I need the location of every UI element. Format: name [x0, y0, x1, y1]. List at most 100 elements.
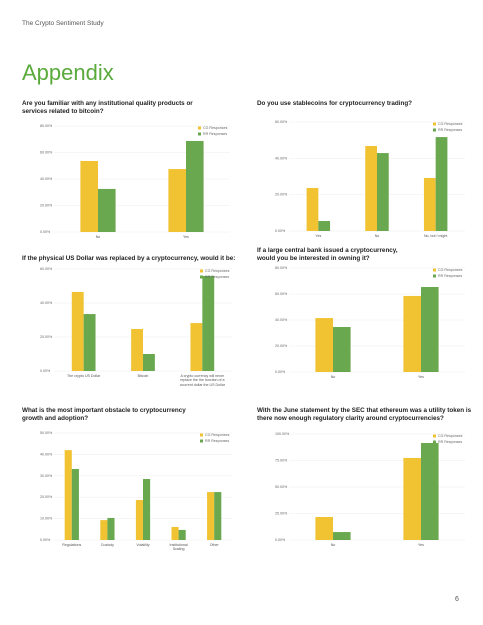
x-tick-label: No — [374, 234, 380, 238]
bar — [190, 323, 203, 371]
y-tick-label: 50.00% — [275, 485, 288, 489]
bar — [403, 457, 421, 540]
legend-swatch — [200, 439, 203, 443]
x-tick-label: Bitcoin — [137, 374, 149, 378]
legend-label: RR Responses — [438, 440, 462, 444]
x-tick-label: A crypto currency will never replace the… — [179, 374, 225, 387]
y-tick-label: 60.00% — [40, 267, 53, 271]
y-tick-label: 10.00% — [40, 517, 53, 521]
bar — [80, 160, 98, 232]
y-tick-label: 20.00% — [40, 495, 53, 499]
chart-title: If a large central bank issued a cryptoc… — [257, 247, 398, 262]
page-title: Appendix — [22, 60, 114, 85]
legend-swatch — [433, 268, 436, 272]
y-tick-label: 0.00% — [275, 538, 286, 542]
bar — [98, 188, 116, 232]
y-tick-label: 20.00% — [40, 203, 53, 207]
legend-label: CG Responses — [438, 122, 463, 126]
y-tick-label: 20.00% — [275, 344, 288, 348]
x-tick-label: Institutional Scaling — [169, 543, 188, 552]
x-tick-label: Volatility — [136, 543, 150, 547]
legend-label: CG Responses — [203, 126, 228, 130]
bar — [306, 187, 319, 231]
legend-label: RR Responses — [438, 274, 462, 278]
legend-label: RR Responses — [203, 132, 227, 136]
bar — [143, 479, 151, 540]
header: The Crypto Sentiment Study — [22, 20, 104, 27]
legend-label: RR Responses — [438, 128, 462, 132]
y-tick-label: 0.00% — [40, 369, 51, 373]
bar — [202, 275, 215, 371]
bar — [214, 492, 222, 540]
legend-label: RR Responses — [205, 275, 229, 279]
legend-swatch — [433, 434, 436, 438]
y-tick-label: 80.00% — [275, 266, 288, 270]
x-tick-label: No — [330, 375, 336, 379]
chart-title: Do you use stablecoins for cryptocurrenc… — [257, 100, 413, 107]
legend-label: CG Responses — [205, 269, 230, 273]
y-tick-label: 60.00% — [40, 150, 53, 154]
y-tick-label: 20.00% — [275, 193, 288, 197]
x-tick-label: No, but I might — [423, 234, 448, 238]
bar — [71, 291, 84, 371]
chart-title: If the physical US Dollar was replaced b… — [22, 255, 236, 262]
legend-swatch — [433, 128, 436, 132]
x-tick-label: Regulations — [62, 543, 82, 547]
y-tick-label: 0.00% — [40, 538, 51, 542]
legend-swatch — [198, 132, 201, 136]
bar — [171, 526, 179, 540]
x-tick-label: Other — [209, 543, 219, 547]
bar — [207, 492, 215, 540]
bar — [315, 516, 333, 540]
y-tick-label: 80.00% — [40, 124, 53, 128]
bar — [143, 354, 155, 371]
y-tick-label: 40.00% — [275, 318, 288, 322]
y-tick-label: 0.00% — [275, 370, 286, 374]
bar — [64, 450, 72, 540]
bar — [100, 520, 108, 540]
bar — [421, 443, 439, 540]
page-number: 6 — [455, 596, 459, 603]
bar — [71, 468, 79, 540]
x-tick-label: Custody — [100, 543, 114, 547]
y-tick-label: 100.00% — [275, 432, 290, 436]
x-tick-label: Yes — [418, 543, 424, 547]
y-tick-label: 60.00% — [275, 292, 288, 296]
bar — [365, 145, 377, 231]
x-tick-label: The crypto US Dollar — [66, 374, 101, 378]
legend-swatch — [198, 126, 201, 130]
legend-swatch — [200, 269, 203, 273]
y-tick-label: 0.00% — [275, 229, 286, 233]
bar — [403, 295, 421, 372]
x-tick-label: No — [330, 543, 336, 547]
chart-title: Are you familiar with any institutional … — [22, 100, 193, 115]
x-tick-label: Yes — [183, 235, 189, 239]
bar — [377, 153, 389, 231]
legend-swatch — [433, 440, 436, 444]
bar — [435, 137, 448, 231]
y-tick-label: 40.00% — [40, 301, 53, 305]
bar — [135, 499, 143, 540]
bar — [421, 286, 439, 372]
chart-title: With the June statement by the SEC that … — [257, 407, 472, 422]
y-tick-label: 40.00% — [40, 452, 53, 456]
legend-swatch — [433, 122, 436, 126]
legend-swatch — [200, 433, 203, 437]
bar — [107, 517, 115, 540]
bar — [333, 532, 351, 540]
y-tick-label: 0.00% — [40, 230, 51, 234]
y-tick-label: 30.00% — [40, 474, 53, 478]
bar — [168, 169, 186, 232]
x-tick-label: No — [95, 235, 101, 239]
x-tick-label: Yes — [418, 375, 424, 379]
bar — [423, 177, 436, 231]
bar — [83, 314, 96, 371]
legend-label: CG Responses — [438, 268, 463, 272]
bar — [315, 318, 333, 372]
y-tick-label: 60.00% — [275, 120, 288, 124]
x-tick-label: Yes — [315, 234, 322, 238]
y-tick-label: 40.00% — [40, 177, 53, 181]
y-tick-label: 75.00% — [275, 458, 288, 462]
